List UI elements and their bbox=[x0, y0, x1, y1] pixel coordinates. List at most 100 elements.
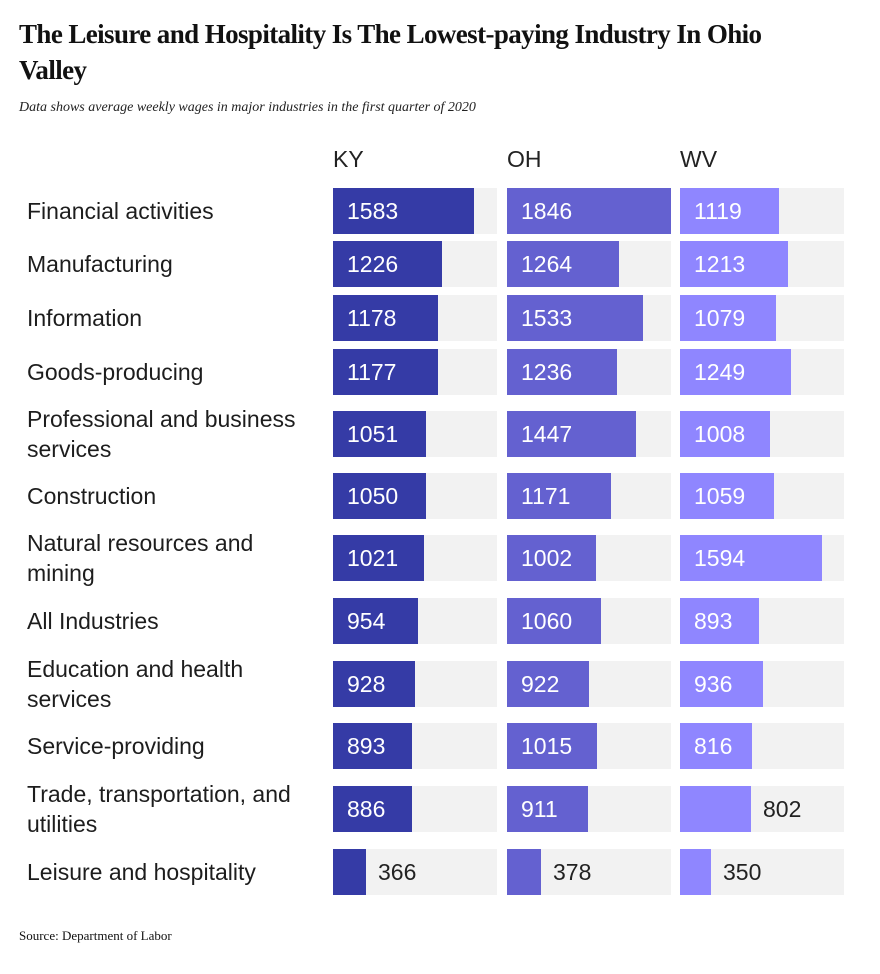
data-label: 1171 bbox=[521, 483, 571, 509]
bar-track: 1002 bbox=[507, 535, 671, 581]
data-label: 1846 bbox=[521, 198, 573, 224]
bar-track: 1846 bbox=[507, 188, 671, 234]
data-label: 936 bbox=[694, 671, 733, 697]
bar-track: 366 bbox=[333, 849, 497, 895]
chart-subtitle: Data shows average weekly wages in major… bbox=[19, 100, 476, 115]
data-label: 1051 bbox=[347, 421, 399, 447]
bar-oh bbox=[507, 411, 636, 457]
bar-track: 1178 bbox=[333, 295, 497, 341]
data-label: 1008 bbox=[694, 421, 746, 447]
row-label: Service-providing bbox=[27, 733, 205, 759]
bar-track: 1119 bbox=[680, 188, 844, 234]
bar-ky bbox=[333, 786, 412, 832]
bar-wv bbox=[680, 349, 791, 395]
column-header-ky: KY bbox=[333, 146, 364, 172]
bar-track: 1249 bbox=[680, 349, 844, 395]
bar-track: 1447 bbox=[507, 411, 671, 457]
bar-track: 922 bbox=[507, 661, 671, 707]
bar-track: 1236 bbox=[507, 349, 671, 395]
data-label: 1264 bbox=[521, 251, 573, 277]
bar-track: 1171 bbox=[507, 473, 671, 519]
bar-track: 886 bbox=[333, 786, 497, 832]
data-label: 378 bbox=[553, 859, 592, 885]
bar-ky bbox=[333, 188, 474, 234]
bar-track: 911 bbox=[507, 786, 671, 832]
data-label: 1060 bbox=[521, 608, 573, 634]
bar-track: 1008 bbox=[680, 411, 844, 457]
data-label: 1236 bbox=[521, 359, 573, 385]
row-label: Education and health services bbox=[27, 656, 244, 712]
bar-ky bbox=[333, 598, 418, 644]
data-label: 1177 bbox=[347, 359, 397, 385]
bar-track: 802 bbox=[680, 786, 844, 832]
bar-ky bbox=[333, 295, 438, 341]
bar-track: 1050 bbox=[333, 473, 497, 519]
data-label: 1119 bbox=[694, 198, 742, 224]
bar-oh bbox=[507, 349, 617, 395]
bar-wv bbox=[680, 188, 779, 234]
bar-oh bbox=[507, 473, 611, 519]
bar-track: 928 bbox=[333, 661, 497, 707]
data-label: 893 bbox=[347, 733, 386, 759]
bar-ky bbox=[333, 661, 415, 707]
data-label: 1533 bbox=[521, 305, 573, 331]
bar-oh bbox=[507, 535, 596, 581]
row-label: Natural resources and mining bbox=[27, 530, 254, 586]
data-label: 1583 bbox=[347, 198, 399, 224]
bar-wv bbox=[680, 723, 752, 769]
data-label: 893 bbox=[694, 608, 733, 634]
bar-track: 378 bbox=[507, 849, 671, 895]
bar-wv bbox=[680, 295, 776, 341]
column-header-oh: OH bbox=[507, 146, 542, 172]
bar-ky bbox=[333, 349, 438, 395]
column-header-wv: WV bbox=[680, 146, 718, 172]
data-label: 954 bbox=[347, 608, 386, 634]
bar-track: 1583 bbox=[333, 188, 497, 234]
chart-title: The Leisure and Hospitality Is The Lowes… bbox=[19, 19, 762, 85]
bar-oh bbox=[507, 295, 643, 341]
row-label: Leisure and hospitality bbox=[27, 859, 256, 885]
bar-track: 1021 bbox=[333, 535, 497, 581]
data-label: 1002 bbox=[521, 545, 573, 571]
bar-track: 1533 bbox=[507, 295, 671, 341]
data-label: 1249 bbox=[694, 359, 746, 385]
bar-oh bbox=[507, 723, 597, 769]
bar-oh bbox=[507, 188, 671, 234]
bar-track: 1015 bbox=[507, 723, 671, 769]
bar-track: 954 bbox=[333, 598, 497, 644]
data-label: 350 bbox=[723, 859, 762, 885]
data-label: 911 bbox=[521, 796, 558, 822]
bar-ky bbox=[333, 849, 366, 895]
bar-oh bbox=[507, 849, 541, 895]
bar-track: 1051 bbox=[333, 411, 497, 457]
row-label: All Industries bbox=[27, 608, 159, 634]
data-label: 1447 bbox=[521, 421, 573, 447]
data-label: 1079 bbox=[694, 305, 746, 331]
bar-track: 893 bbox=[680, 598, 844, 644]
data-label: 1059 bbox=[694, 483, 746, 509]
bar-ky bbox=[333, 411, 426, 457]
bar-wv bbox=[680, 849, 711, 895]
row-label: Information bbox=[27, 305, 143, 331]
data-label: 1213 bbox=[694, 251, 746, 277]
bar-track: 1226 bbox=[333, 241, 497, 287]
data-label: 816 bbox=[694, 733, 733, 759]
bar-oh bbox=[507, 786, 588, 832]
bar-ky bbox=[333, 723, 412, 769]
bar-track: 1594 bbox=[680, 535, 844, 581]
bar-wv bbox=[680, 598, 759, 644]
bar-oh bbox=[507, 661, 589, 707]
row-label: Professional and business services bbox=[27, 406, 296, 462]
data-label: 922 bbox=[521, 671, 560, 697]
bar-track: 1060 bbox=[507, 598, 671, 644]
bar-wv bbox=[680, 661, 763, 707]
bar-wv bbox=[680, 241, 788, 287]
row-label: Construction bbox=[27, 483, 157, 509]
row-label: Financial activities bbox=[27, 198, 214, 224]
bar-track: 1079 bbox=[680, 295, 844, 341]
row-label: Goods-producing bbox=[27, 359, 204, 385]
bar-track: 936 bbox=[680, 661, 844, 707]
data-label: 886 bbox=[347, 796, 386, 822]
bar-wv bbox=[680, 473, 774, 519]
data-label: 802 bbox=[763, 796, 802, 822]
